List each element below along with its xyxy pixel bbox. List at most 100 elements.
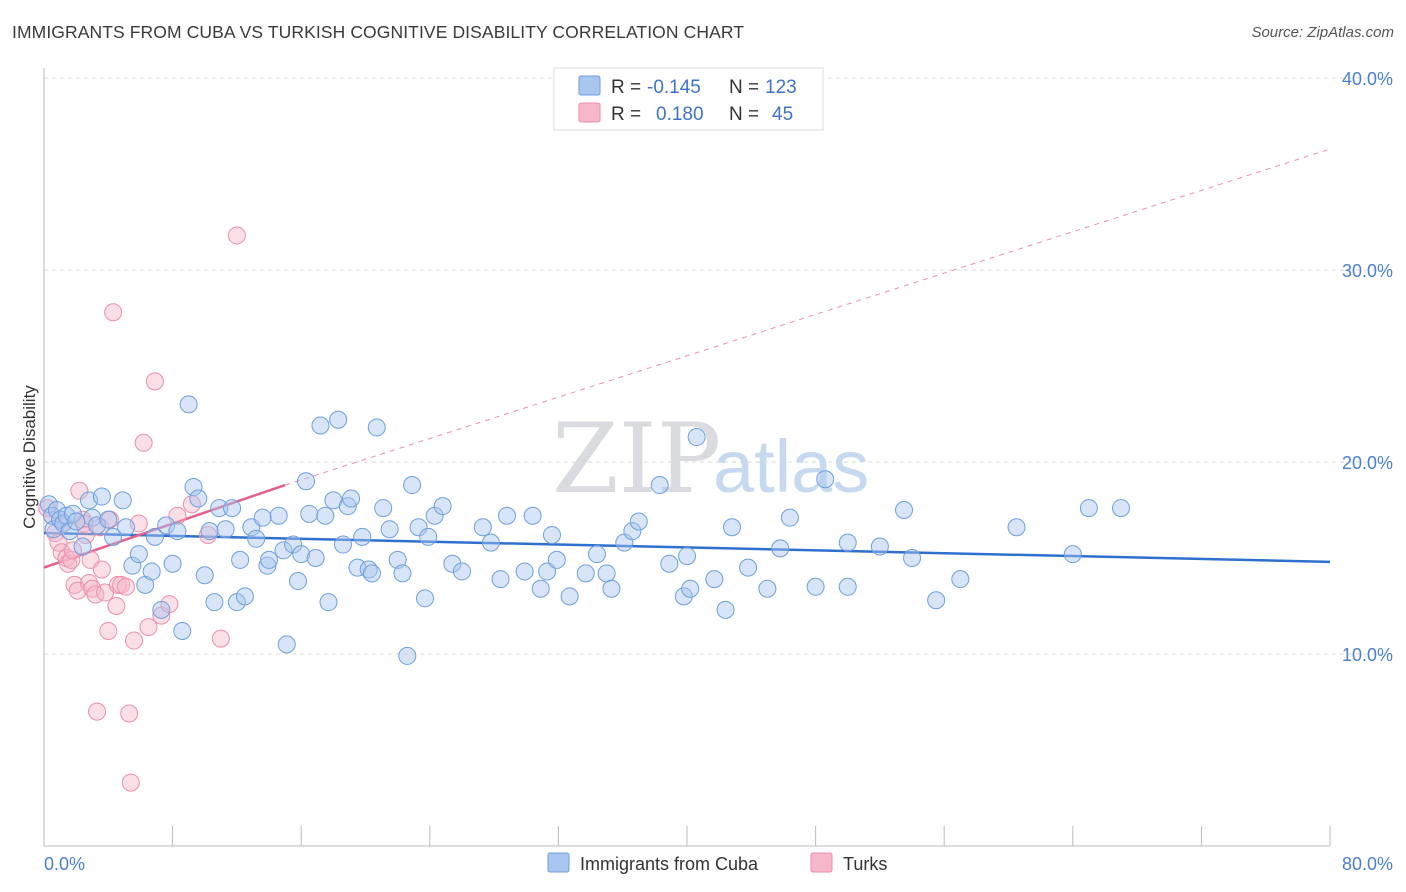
cuba-point xyxy=(367,418,386,437)
turks-point xyxy=(211,629,230,648)
cuba-point xyxy=(660,554,679,573)
cuba-point xyxy=(88,516,107,535)
axes xyxy=(43,68,1331,847)
cuba-point xyxy=(838,533,857,552)
turks-point xyxy=(116,577,135,596)
cuba-point xyxy=(113,491,132,510)
source-credit: Source: ZipAtlas.com xyxy=(1251,24,1394,41)
cuba-point xyxy=(398,646,417,665)
cuba-point xyxy=(216,520,235,539)
legend-turks-label[interactable]: Turks xyxy=(843,854,887,874)
stats-turks-n-label: N = xyxy=(729,104,759,125)
y-tick-label-2: 30.0% xyxy=(1342,261,1393,281)
stats-turks-r-label: R = xyxy=(611,104,641,125)
cuba-point xyxy=(319,593,338,612)
turks-point xyxy=(134,433,153,452)
legend-cuba-swatch[interactable] xyxy=(547,852,570,873)
cuba-point xyxy=(152,600,171,619)
stats-cuba-swatch xyxy=(578,75,601,96)
cuba-point xyxy=(415,589,434,608)
cuba-point xyxy=(260,550,279,569)
turks-point xyxy=(92,560,111,579)
cuba-point xyxy=(342,489,361,508)
cuba-point xyxy=(838,577,857,596)
cuba-point xyxy=(329,410,348,429)
cuba-point xyxy=(145,527,164,546)
watermark-zip: ZIP xyxy=(552,403,721,515)
cuba-point xyxy=(491,570,510,589)
cuba-point xyxy=(223,499,242,518)
chart-title: IMMIGRANTS FROM CUBA VS TURKISH COGNITIV… xyxy=(12,22,745,42)
cuba-point xyxy=(92,487,111,506)
turks-point xyxy=(88,702,107,721)
cuba-point xyxy=(597,564,616,583)
cuba-point xyxy=(393,564,412,583)
cuba-point xyxy=(870,537,889,556)
turks-point xyxy=(62,550,81,569)
cuba-point xyxy=(758,579,777,598)
cuba-point xyxy=(403,476,422,495)
stats-box: R = -0.145 N = 123 R = 0.180 N = 45 xyxy=(553,67,824,131)
cuba-point xyxy=(1079,499,1098,518)
cuba-point xyxy=(650,476,669,495)
cuba-point xyxy=(116,518,135,537)
cuba-point xyxy=(473,518,492,537)
y-tick-label-1: 20.0% xyxy=(1342,453,1393,473)
y-tick-labels: 10.0% 20.0% 30.0% 40.0% xyxy=(1342,69,1393,665)
legend-turks-swatch[interactable] xyxy=(810,852,833,873)
cuba-point xyxy=(99,510,118,529)
cuba-point xyxy=(419,527,438,546)
x-tick-labels: 0.0% 80.0% xyxy=(44,854,1393,874)
cuba-point xyxy=(481,533,500,552)
turks-point xyxy=(121,773,140,792)
cuba-point xyxy=(189,489,208,508)
cuba-point xyxy=(380,520,399,539)
turks-point xyxy=(227,226,246,245)
cuba-point xyxy=(60,522,79,541)
cuba-point xyxy=(173,621,192,640)
turks-point xyxy=(145,372,164,391)
cuba-point xyxy=(716,600,735,619)
cuba-point xyxy=(452,562,471,581)
stats-cuba-r-label: R = xyxy=(611,77,641,98)
stats-turks-n-value: 45 xyxy=(772,104,793,125)
turks-point xyxy=(70,481,89,500)
cuba-point xyxy=(515,562,534,581)
cuba-point xyxy=(306,549,325,567)
cuba-point xyxy=(311,416,330,435)
cuba-point xyxy=(780,508,799,527)
cuba-point xyxy=(316,506,335,525)
cuba-point xyxy=(538,562,557,581)
y-tick-label-0: 10.0% xyxy=(1342,645,1393,665)
cuba-point xyxy=(523,506,542,525)
legend-cuba-label[interactable]: Immigrants from Cuba xyxy=(580,854,759,874)
stats-turks-r-value: 0.180 xyxy=(656,104,704,125)
cuba-point xyxy=(184,477,203,496)
cuba-point xyxy=(300,504,319,523)
cuba-point xyxy=(602,579,621,598)
stats-turks-swatch xyxy=(578,102,601,123)
cuba-point xyxy=(739,558,758,577)
cuba-point xyxy=(67,512,86,531)
cuba-point xyxy=(205,593,224,612)
cuba-point xyxy=(104,527,123,546)
cuba-point xyxy=(433,497,452,516)
cuba-point xyxy=(374,499,393,518)
watermark-atlas: atlas xyxy=(713,425,869,508)
cuba-point xyxy=(168,522,187,541)
cuba-point xyxy=(200,522,219,541)
cuba-point xyxy=(288,572,307,591)
turks-point xyxy=(125,631,144,650)
cuba-point xyxy=(816,470,835,489)
legend: Immigrants from Cuba Turks xyxy=(547,852,887,874)
y-axis-label: Cognitive Disability xyxy=(20,385,39,529)
turks-point xyxy=(63,541,82,560)
cuba-point xyxy=(142,562,161,581)
turks-point xyxy=(104,303,123,322)
cuba-point xyxy=(806,577,825,596)
cuba-point xyxy=(927,591,946,610)
cuba-point xyxy=(895,501,914,519)
cuba-point xyxy=(333,535,352,554)
cuba-point xyxy=(951,570,970,589)
